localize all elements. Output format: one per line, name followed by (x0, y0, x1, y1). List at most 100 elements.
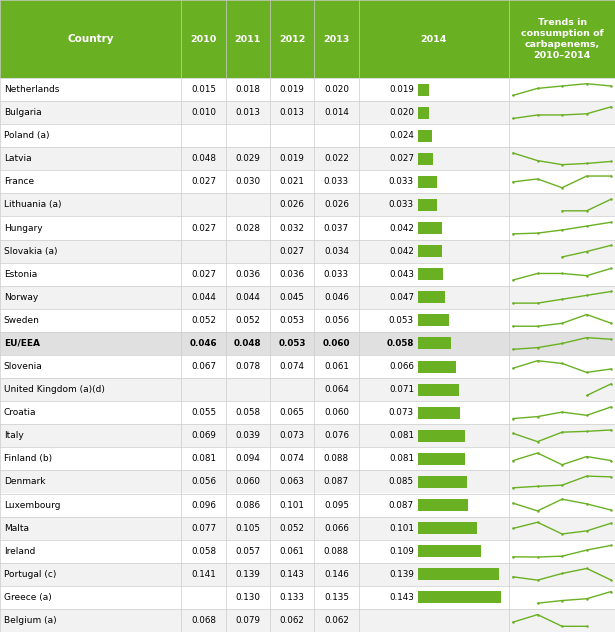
Bar (418, 476, 467, 488)
Text: 0.143: 0.143 (389, 593, 414, 602)
Text: 0.014: 0.014 (324, 108, 349, 117)
Text: 0.139: 0.139 (389, 570, 414, 579)
Text: 0.036: 0.036 (280, 270, 304, 279)
Text: 0.033: 0.033 (324, 178, 349, 186)
Bar (0, 101, 615, 124)
Text: 0.022: 0.022 (324, 154, 349, 163)
Text: 0.085: 0.085 (389, 477, 414, 487)
Text: Italy: Italy (4, 431, 23, 441)
Text: 0.046: 0.046 (324, 293, 349, 302)
Text: 0.018: 0.018 (236, 85, 260, 94)
Bar (0, 494, 615, 516)
Text: 0.109: 0.109 (389, 547, 414, 556)
Text: 0.076: 0.076 (324, 431, 349, 441)
Text: 0.060: 0.060 (236, 477, 260, 487)
Text: Bulgaria: Bulgaria (4, 108, 41, 117)
Text: 0.074: 0.074 (280, 454, 304, 463)
Bar (0, 240, 615, 263)
Text: 0.048: 0.048 (191, 154, 216, 163)
Bar (418, 522, 477, 534)
Text: Estonia: Estonia (4, 270, 37, 279)
Bar (418, 430, 465, 442)
Bar (0, 78, 615, 101)
Bar (418, 199, 437, 211)
Bar (0, 332, 615, 355)
Text: 0.029: 0.029 (236, 154, 260, 163)
Text: 0.086: 0.086 (236, 501, 260, 509)
Text: 2010: 2010 (191, 35, 216, 44)
Text: 2014: 2014 (421, 35, 447, 44)
Text: 2011: 2011 (235, 35, 261, 44)
Bar (181, 0, 226, 78)
Text: 0.096: 0.096 (191, 501, 216, 509)
Text: 0.081: 0.081 (389, 454, 414, 463)
Text: 0.046: 0.046 (190, 339, 217, 348)
Text: 0.020: 0.020 (324, 85, 349, 94)
Text: Lithuania (a): Lithuania (a) (4, 200, 61, 209)
Bar (0, 0, 181, 78)
Text: 0.064: 0.064 (324, 385, 349, 394)
Text: 0.139: 0.139 (236, 570, 260, 579)
Text: 0.066: 0.066 (389, 362, 414, 371)
Bar (226, 0, 270, 78)
Text: 0.052: 0.052 (280, 524, 304, 533)
Text: 2012: 2012 (279, 35, 305, 44)
Text: 0.044: 0.044 (236, 293, 260, 302)
Text: 0.013: 0.013 (280, 108, 304, 117)
Text: Croatia: Croatia (4, 408, 36, 417)
Text: 0.026: 0.026 (324, 200, 349, 209)
Text: 0.024: 0.024 (389, 131, 414, 140)
Bar (0, 562, 615, 586)
Text: 0.058: 0.058 (191, 547, 216, 556)
Bar (0, 263, 615, 286)
Text: 0.081: 0.081 (389, 431, 414, 441)
Text: 0.032: 0.032 (280, 224, 304, 233)
Text: 0.053: 0.053 (389, 316, 414, 325)
Text: 0.146: 0.146 (324, 570, 349, 579)
Bar (418, 360, 456, 372)
Text: 0.052: 0.052 (191, 316, 216, 325)
Text: 0.039: 0.039 (236, 431, 260, 441)
Bar (418, 337, 451, 349)
Bar (270, 0, 314, 78)
Text: Latvia: Latvia (4, 154, 31, 163)
Bar (509, 0, 615, 78)
Text: 0.034: 0.034 (324, 246, 349, 255)
Text: 0.027: 0.027 (389, 154, 414, 163)
Text: 0.066: 0.066 (324, 524, 349, 533)
Bar (418, 314, 448, 326)
Text: 0.101: 0.101 (280, 501, 304, 509)
Text: Country: Country (68, 34, 114, 44)
Text: 0.042: 0.042 (389, 224, 414, 233)
Text: 0.055: 0.055 (191, 408, 216, 417)
Bar (418, 153, 434, 165)
Text: Greece (a): Greece (a) (4, 593, 52, 602)
Text: 0.020: 0.020 (389, 108, 414, 117)
Text: 0.010: 0.010 (191, 108, 216, 117)
Text: Ireland: Ireland (4, 547, 35, 556)
Text: 0.027: 0.027 (191, 178, 216, 186)
Text: 2013: 2013 (323, 35, 349, 44)
Bar (0, 470, 615, 494)
Bar (418, 407, 460, 419)
Text: 0.048: 0.048 (234, 339, 261, 348)
Text: 0.013: 0.013 (236, 108, 260, 117)
Text: EU/EEA: EU/EEA (4, 339, 40, 348)
Bar (418, 499, 469, 511)
Text: 0.101: 0.101 (389, 524, 414, 533)
Bar (418, 568, 499, 580)
Bar (0, 309, 615, 332)
Text: 0.056: 0.056 (324, 316, 349, 325)
Text: Norway: Norway (4, 293, 38, 302)
Text: 0.063: 0.063 (280, 477, 304, 487)
Bar (0, 193, 615, 217)
Text: 0.061: 0.061 (280, 547, 304, 556)
Bar (0, 171, 615, 193)
Text: Slovakia (a): Slovakia (a) (4, 246, 57, 255)
Bar (418, 245, 442, 257)
Bar (418, 83, 429, 95)
Text: 0.135: 0.135 (324, 593, 349, 602)
Text: 0.061: 0.061 (324, 362, 349, 371)
Bar (0, 516, 615, 540)
Text: 0.087: 0.087 (324, 477, 349, 487)
